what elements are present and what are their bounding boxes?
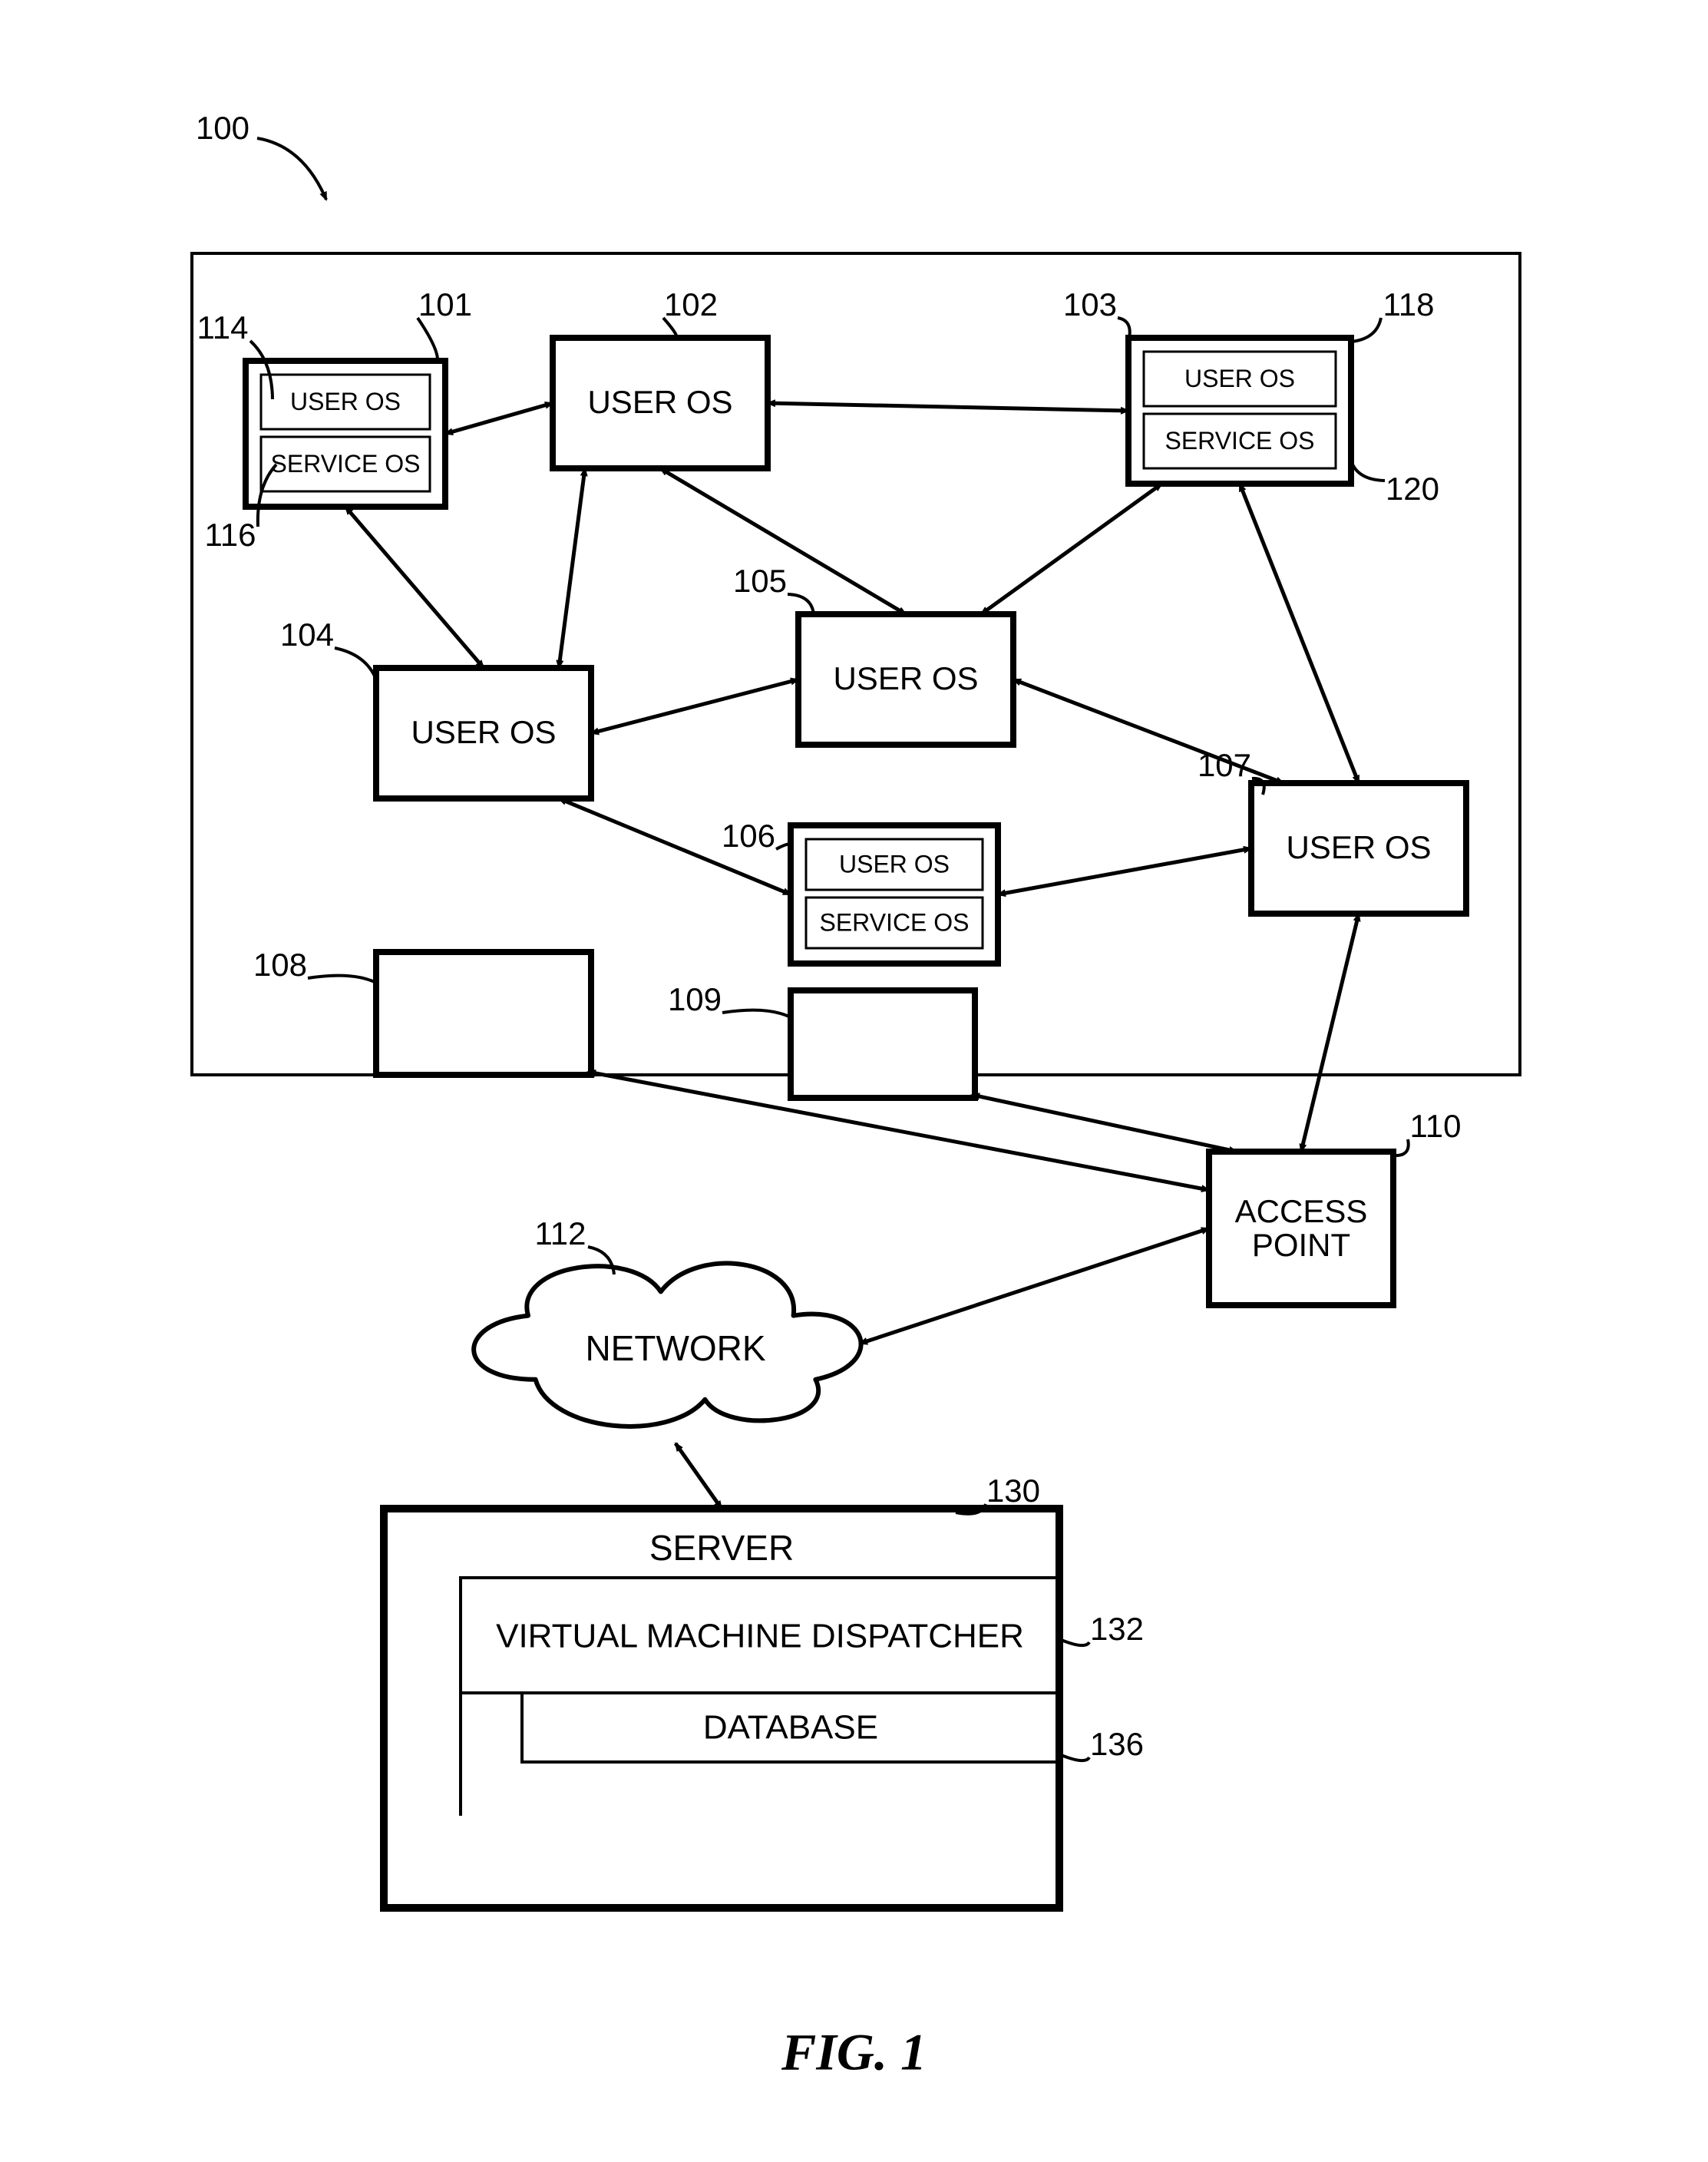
inner-service-os-label: SERVICE OS	[819, 908, 969, 936]
ref-107: 107	[1198, 747, 1251, 783]
edge-n103-n107	[1240, 484, 1359, 783]
ref-116: 116	[205, 517, 256, 553]
edge-n102-n103	[768, 403, 1128, 411]
figure-caption: FIG. 1	[781, 2023, 927, 2081]
node-n109	[791, 990, 975, 1098]
ref-105: 105	[733, 563, 787, 599]
ref-120-leader	[1351, 461, 1385, 481]
ref-108: 108	[253, 947, 307, 983]
server-row-database-label: DATABASE	[703, 1709, 878, 1747]
edge-n109-n110	[972, 1095, 1237, 1152]
ref-114: 114	[197, 309, 249, 345]
node-n110-label: ACCESSPOINT	[1235, 1193, 1368, 1263]
edge-n101-n104	[345, 507, 484, 668]
inner-user-os-label: USER OS	[839, 850, 950, 878]
edge-n106-n107	[998, 848, 1251, 894]
ref-100-leader	[257, 138, 326, 200]
edge-n101-n102	[445, 403, 553, 434]
node-n102-label: USER OS	[587, 384, 732, 420]
node-n104: USER OS	[376, 668, 591, 798]
ref-106: 106	[722, 818, 775, 854]
edge-n104-n105	[591, 679, 798, 733]
ref-103-leader	[1118, 318, 1130, 342]
ref-101: 101	[418, 286, 472, 322]
ref-120: 120	[1386, 471, 1439, 507]
ref-136: 136	[1090, 1726, 1144, 1762]
node-n105-label: USER OS	[833, 660, 978, 696]
ref-118: 118	[1383, 286, 1435, 322]
ref-136-leader	[1059, 1754, 1089, 1760]
node-n101: USER OS SERVICE OS	[246, 361, 445, 507]
edge-n107-n110	[1301, 914, 1359, 1152]
node-n104-label: USER OS	[411, 714, 556, 750]
node-n102: USER OS	[553, 338, 768, 468]
node-n106: USER OS SERVICE OS	[791, 825, 998, 964]
edge-cloud-n110	[860, 1228, 1209, 1344]
ref-132: 132	[1090, 1611, 1144, 1647]
node-n107-label: USER OS	[1286, 829, 1431, 865]
diagram-canvas: USER OS SERVICE OS USER OS USER OS SERVICE O…	[0, 0, 1708, 2162]
ref-108-leader	[308, 976, 376, 983]
server-title: SERVER	[649, 1528, 794, 1568]
inner-user-os-label: USER OS	[290, 388, 401, 415]
ref-104-leader	[335, 648, 376, 679]
node-n107: USER OS	[1251, 783, 1466, 914]
ref-118-leader	[1351, 318, 1381, 342]
ref-104: 104	[280, 617, 334, 653]
node-n110: ACCESSPOINT	[1209, 1152, 1393, 1305]
edge-n102-n104	[559, 468, 585, 668]
ref-109-leader	[722, 1010, 791, 1017]
ref-130: 130	[986, 1473, 1040, 1509]
ref-101-leader	[418, 318, 438, 361]
ref-110: 110	[1410, 1108, 1462, 1144]
node-n108	[376, 952, 591, 1075]
ref-109: 109	[668, 981, 722, 1017]
node-n105: USER OS	[798, 614, 1013, 745]
ref-103: 103	[1063, 286, 1117, 322]
ref-132-leader	[1059, 1639, 1089, 1645]
ref-102: 102	[664, 286, 718, 322]
ref-100: 100	[196, 110, 249, 146]
network-label: NETWORK	[585, 1328, 765, 1368]
node-n103: USER OS SERVICE OS	[1128, 338, 1351, 484]
inner-service-os-label: SERVICE OS	[1165, 427, 1314, 455]
inner-service-os-label: SERVICE OS	[270, 450, 420, 478]
ref-112: 112	[535, 1215, 586, 1251]
edge-cloud-server	[676, 1443, 722, 1509]
edge-n103-n105	[981, 484, 1162, 614]
server-row-vmd-label: VIRTUAL MACHINE DISPATCHER	[496, 1618, 1024, 1655]
inner-user-os-label: USER OS	[1184, 365, 1295, 392]
